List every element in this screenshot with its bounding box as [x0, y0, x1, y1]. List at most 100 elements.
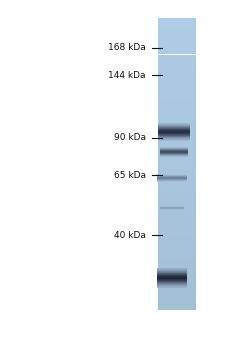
Bar [158, 257, 196, 259]
Bar [160, 150, 188, 151]
Bar [158, 298, 196, 300]
Bar [157, 272, 187, 273]
Bar [157, 283, 187, 284]
Bar [158, 101, 196, 103]
Bar [160, 155, 188, 156]
Bar [160, 148, 188, 149]
Bar [157, 286, 187, 287]
Bar [160, 152, 188, 153]
Bar [157, 287, 187, 288]
Bar [158, 140, 190, 141]
Bar [158, 276, 196, 279]
Bar [158, 259, 196, 261]
Bar [158, 69, 196, 72]
Bar [158, 50, 196, 52]
Bar [158, 59, 196, 62]
Bar [158, 281, 196, 283]
Bar [158, 111, 196, 113]
Bar [158, 230, 196, 232]
Bar [158, 72, 196, 74]
Bar [158, 28, 196, 30]
Bar [158, 251, 196, 254]
Bar [158, 286, 196, 288]
Bar [158, 81, 196, 84]
Bar [158, 140, 190, 141]
Bar [158, 98, 196, 101]
Bar [158, 271, 196, 273]
Bar [158, 135, 190, 136]
Bar [157, 273, 187, 274]
Bar [158, 213, 196, 215]
Bar [158, 269, 196, 271]
Bar [158, 303, 196, 305]
Bar [158, 191, 196, 193]
Bar [157, 269, 187, 270]
Bar [158, 126, 190, 127]
Bar [158, 220, 196, 222]
Bar [158, 193, 196, 196]
Bar [158, 131, 190, 132]
Bar [160, 148, 188, 149]
Text: 40 kDa: 40 kDa [114, 231, 146, 240]
Bar [158, 266, 196, 269]
Bar [157, 277, 187, 278]
Bar [158, 115, 196, 118]
Bar [158, 184, 196, 186]
Bar [158, 206, 196, 208]
Bar [157, 279, 187, 280]
Bar [158, 300, 196, 303]
Bar [158, 142, 196, 145]
Bar [158, 123, 190, 124]
Bar [157, 274, 187, 275]
Bar [160, 151, 188, 152]
Bar [158, 305, 196, 308]
Bar [158, 76, 196, 79]
Bar [158, 129, 190, 130]
Bar [158, 218, 196, 220]
Bar [158, 113, 196, 115]
Bar [157, 271, 187, 272]
Bar [158, 152, 196, 154]
Bar [158, 67, 196, 69]
Bar [157, 270, 187, 271]
Bar [158, 227, 196, 230]
Text: 90 kDa: 90 kDa [114, 134, 146, 143]
Bar [158, 308, 196, 310]
Bar [158, 188, 196, 191]
Bar [158, 139, 190, 140]
Text: 65 kDa: 65 kDa [114, 170, 146, 179]
Bar [158, 62, 196, 64]
Text: 168 kDa: 168 kDa [108, 44, 146, 52]
Bar [157, 279, 187, 280]
Bar [158, 137, 190, 138]
Bar [157, 268, 187, 269]
Bar [160, 156, 188, 157]
Bar [158, 261, 196, 264]
Bar [157, 286, 187, 287]
Bar [158, 52, 196, 54]
Bar [158, 145, 196, 147]
Bar [157, 275, 187, 276]
Bar [158, 198, 196, 200]
Bar [158, 133, 190, 134]
Bar [158, 178, 196, 181]
Bar [158, 18, 196, 20]
Bar [157, 276, 187, 277]
Bar [158, 176, 196, 178]
Bar [158, 291, 196, 293]
Bar [157, 272, 187, 273]
Bar [158, 232, 196, 235]
Bar [157, 270, 187, 271]
Bar [158, 130, 196, 132]
Bar [158, 288, 196, 291]
Bar [158, 86, 196, 89]
Bar [158, 293, 196, 295]
Bar [160, 155, 188, 156]
Bar [158, 247, 196, 249]
Bar [158, 215, 196, 218]
Bar [158, 273, 196, 276]
Bar [158, 127, 190, 128]
Bar [157, 285, 187, 286]
Bar [160, 156, 188, 157]
Bar [158, 30, 196, 32]
